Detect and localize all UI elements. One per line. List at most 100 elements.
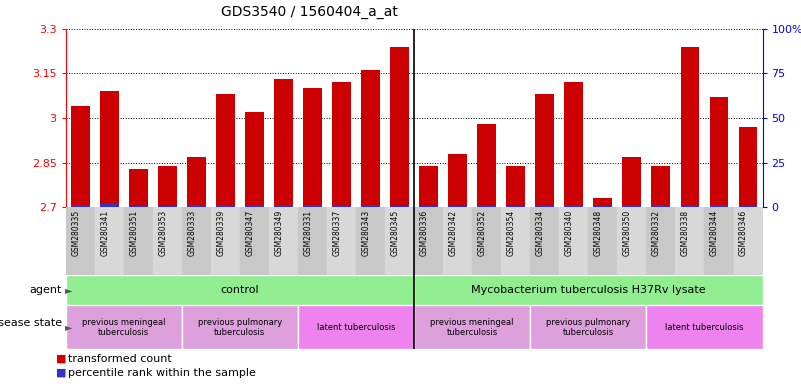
Bar xyxy=(681,205,699,207)
Text: GSM280331: GSM280331 xyxy=(304,209,312,255)
Text: transformed count: transformed count xyxy=(68,354,172,364)
Bar xyxy=(705,207,734,275)
Bar xyxy=(594,206,612,207)
Text: ■: ■ xyxy=(56,354,66,364)
Bar xyxy=(414,207,443,275)
Bar xyxy=(100,91,119,207)
Bar xyxy=(245,205,264,207)
Bar xyxy=(501,207,530,275)
Bar xyxy=(530,305,646,349)
Bar xyxy=(303,205,322,207)
Bar xyxy=(473,207,501,275)
Text: previous pulmonary
tuberculosis: previous pulmonary tuberculosis xyxy=(198,318,282,337)
Bar xyxy=(153,207,182,275)
Bar xyxy=(390,205,409,207)
Bar xyxy=(298,207,327,275)
Text: GSM280338: GSM280338 xyxy=(681,209,690,255)
Text: disease state: disease state xyxy=(0,318,62,328)
Bar xyxy=(182,305,298,349)
Bar xyxy=(594,199,612,207)
Bar xyxy=(361,205,380,207)
Bar xyxy=(100,204,119,207)
Bar xyxy=(158,205,177,207)
Bar xyxy=(240,207,269,275)
Text: GSM280333: GSM280333 xyxy=(187,209,196,256)
Bar xyxy=(414,305,530,349)
Bar xyxy=(530,207,559,275)
Bar xyxy=(129,169,147,207)
Bar xyxy=(651,205,670,207)
Bar xyxy=(303,88,322,207)
Bar xyxy=(332,82,351,207)
Bar xyxy=(187,157,206,207)
Text: percentile rank within the sample: percentile rank within the sample xyxy=(68,368,256,378)
Text: previous meningeal
tuberculosis: previous meningeal tuberculosis xyxy=(82,318,166,337)
Bar xyxy=(565,205,583,207)
Bar xyxy=(66,305,182,349)
Text: GSM280344: GSM280344 xyxy=(710,209,719,256)
Text: GSM280332: GSM280332 xyxy=(652,209,661,255)
Text: GSM280354: GSM280354 xyxy=(507,209,516,256)
Bar xyxy=(129,206,147,207)
Bar xyxy=(675,207,705,275)
Text: GSM280339: GSM280339 xyxy=(216,209,225,256)
Text: GSM280351: GSM280351 xyxy=(129,209,139,255)
Text: GSM280349: GSM280349 xyxy=(275,209,284,256)
Text: GSM280337: GSM280337 xyxy=(332,209,341,256)
Bar xyxy=(734,207,763,275)
Bar xyxy=(622,157,642,207)
Bar xyxy=(70,106,90,207)
Text: GSM280335: GSM280335 xyxy=(71,209,80,256)
Text: GSM280345: GSM280345 xyxy=(391,209,400,256)
Bar xyxy=(477,124,496,207)
Bar xyxy=(274,79,293,207)
Bar xyxy=(123,207,153,275)
Text: latent tuberculosis: latent tuberculosis xyxy=(316,323,396,332)
Bar xyxy=(618,207,646,275)
Text: GSM280342: GSM280342 xyxy=(449,209,457,255)
Bar xyxy=(443,207,473,275)
Bar xyxy=(477,205,496,207)
Bar xyxy=(187,205,206,207)
Bar xyxy=(449,205,467,207)
Bar xyxy=(681,46,699,207)
Bar xyxy=(356,207,385,275)
Bar xyxy=(739,205,758,207)
Bar xyxy=(535,94,554,207)
Bar xyxy=(216,205,235,207)
Bar xyxy=(559,207,588,275)
Bar xyxy=(646,207,675,275)
Bar xyxy=(269,207,298,275)
Bar xyxy=(710,205,728,207)
Text: agent: agent xyxy=(30,285,62,295)
Bar xyxy=(419,206,438,207)
Text: GSM280350: GSM280350 xyxy=(623,209,632,256)
Text: GSM280353: GSM280353 xyxy=(159,209,167,256)
Bar xyxy=(449,154,467,207)
Bar xyxy=(245,112,264,207)
Bar xyxy=(622,205,642,207)
Text: control: control xyxy=(220,285,260,295)
Text: GSM280340: GSM280340 xyxy=(565,209,574,256)
Text: Mycobacterium tuberculosis H37Rv lysate: Mycobacterium tuberculosis H37Rv lysate xyxy=(471,285,706,295)
Bar xyxy=(327,207,356,275)
Bar xyxy=(182,207,211,275)
Bar xyxy=(274,205,293,207)
Text: previous meningeal
tuberculosis: previous meningeal tuberculosis xyxy=(430,318,514,337)
Text: ■: ■ xyxy=(56,368,66,378)
Bar xyxy=(419,166,438,207)
Bar xyxy=(710,97,728,207)
Bar xyxy=(651,166,670,207)
Bar xyxy=(646,305,763,349)
Text: GSM280347: GSM280347 xyxy=(245,209,255,256)
Text: GSM280341: GSM280341 xyxy=(100,209,109,255)
Bar xyxy=(66,275,414,305)
Bar xyxy=(565,82,583,207)
Text: ►: ► xyxy=(65,285,72,295)
Bar xyxy=(414,275,763,305)
Bar xyxy=(66,207,95,275)
Text: ►: ► xyxy=(65,322,72,333)
Bar xyxy=(298,305,414,349)
Bar xyxy=(535,205,554,207)
Bar xyxy=(211,207,240,275)
